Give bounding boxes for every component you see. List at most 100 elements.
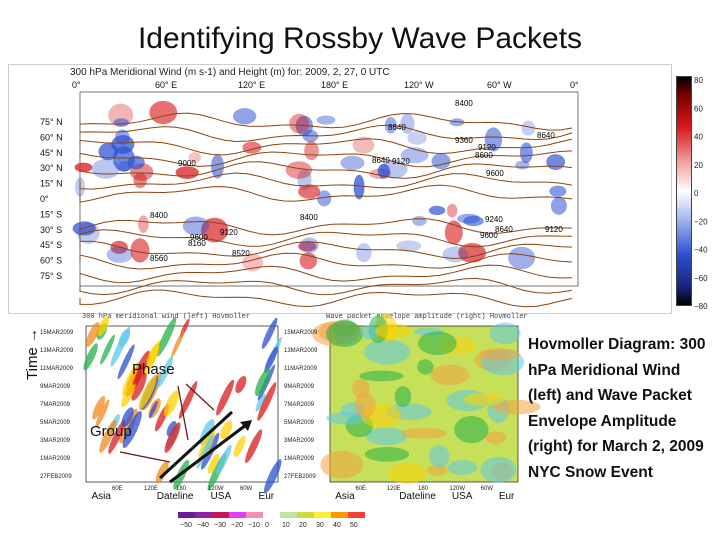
group-speed-line <box>169 420 251 484</box>
wind-hovmoller: 300 hPa meridional wind (left) Hovmoller… <box>40 313 282 502</box>
negative-wind-anomaly <box>316 115 336 125</box>
height-contour <box>79 218 573 236</box>
negative-wind-anomaly <box>549 185 567 197</box>
hovmoller-y-tick-label: 13MAR2009 <box>284 348 318 354</box>
contour-label: 8640 <box>495 225 513 234</box>
wind-streak <box>86 322 100 347</box>
hovmoller-y-tick-label: 13MAR2009 <box>40 348 74 354</box>
height-contour <box>79 172 573 190</box>
wind-streak <box>233 435 246 457</box>
envelope-blob <box>325 320 363 348</box>
wind-streak <box>100 334 115 365</box>
envelope-blob <box>364 447 410 462</box>
wind-streak <box>155 461 169 484</box>
map-y-tick-label: 30° N <box>40 163 63 173</box>
wind-streak <box>216 379 235 416</box>
wind-streak <box>156 317 177 357</box>
wind-streak <box>164 422 181 453</box>
hovmoller-region-label: Dateline <box>157 491 194 502</box>
contour-label: 8640 <box>372 156 390 165</box>
hovmoller-colorbar-segment <box>314 512 331 518</box>
negative-wind-anomaly <box>550 196 567 215</box>
wind-streak <box>216 444 232 476</box>
contour-label: 9600 <box>486 169 504 178</box>
description-text: Hovmoller Diagram: 300 hPa Meridional Wi… <box>528 336 706 481</box>
hovmoller-colorbar-tick: 40 <box>333 522 341 529</box>
contour-label: 8520 <box>232 249 250 258</box>
map-y-tick-label: 45° S <box>40 240 62 250</box>
negative-wind-anomaly <box>127 155 145 170</box>
wind-streak <box>166 420 177 437</box>
hovmoller-colorbar-segment <box>297 512 314 518</box>
height-contour <box>79 138 573 156</box>
envelope-blob <box>375 323 412 339</box>
envelope-blob <box>485 431 507 444</box>
negative-wind-anomaly <box>77 222 100 244</box>
hovmoller-x-tick-label: 120W <box>208 486 224 492</box>
wind-streak <box>261 317 278 349</box>
map-y-tick-label: 60° S <box>40 256 62 266</box>
height-contour <box>79 150 573 168</box>
wind-streak <box>95 399 110 428</box>
hovmoller-y-tick-label: 27FEB2009 <box>284 474 316 480</box>
envelope-blob <box>417 359 434 375</box>
phase-annotation: Phase <box>132 361 175 378</box>
wind-streak <box>163 390 179 417</box>
negative-wind-anomaly <box>396 240 422 252</box>
envelope-blob <box>463 392 505 407</box>
negative-wind-anomaly <box>428 205 446 216</box>
hovmoller-x-tick-label: 60W <box>240 486 253 492</box>
wind-streak <box>255 393 266 412</box>
hovmoller-colorbar-segment <box>263 512 280 518</box>
hovmoller-region-label: Eur <box>499 491 515 502</box>
envelope-blob <box>364 339 411 365</box>
hovmoller-x-tick-label: 60W <box>481 486 494 492</box>
hovmoller-y-tick-label: 1MAR2009 <box>40 456 71 462</box>
wind-streak <box>121 407 134 428</box>
negative-wind-anomaly <box>317 190 332 207</box>
wind-streak <box>83 343 98 371</box>
map-x-tick-label: 120° W <box>404 80 434 90</box>
contour-label: 9120 <box>478 143 496 152</box>
positive-wind-anomaly <box>130 238 150 263</box>
colorbar-tick-label: 80 <box>694 76 703 85</box>
hovmoller-colorbar-segment <box>178 512 195 518</box>
contour-label: 8560 <box>150 254 168 263</box>
envelope-blob <box>430 364 470 386</box>
hovmoller-region-label: Asia <box>335 491 355 502</box>
negative-wind-anomaly <box>377 163 391 179</box>
height-contour <box>79 161 573 179</box>
negative-wind-anomaly <box>463 215 484 227</box>
wind-streak <box>138 374 157 410</box>
contour-label: 8640 <box>537 131 555 140</box>
envelope-blob <box>365 427 408 446</box>
negative-wind-anomaly <box>484 127 503 152</box>
envelope-blob <box>478 348 520 361</box>
negative-wind-anomaly <box>456 213 481 224</box>
wind-streak <box>245 429 263 464</box>
wind-streak <box>131 372 147 401</box>
map-x-tick-label: 180° E <box>321 80 348 90</box>
hovmoller-x-tick-label: 180 <box>176 486 187 492</box>
hovmoller-y-tick-label: 9MAR2009 <box>40 384 71 390</box>
wind-streak <box>149 401 158 419</box>
phase-arrow-1 <box>177 385 189 441</box>
hovmoller-colorbar-tick: 10 <box>282 522 290 529</box>
contour-label: 9240 <box>485 215 503 224</box>
envelope-blob <box>428 445 450 468</box>
contour-label: 9360 <box>455 136 473 145</box>
hovmoller-x-tick-label: 60E <box>112 486 123 492</box>
height-contour <box>79 289 573 308</box>
wind-streak <box>235 376 247 394</box>
map-y-tick-label: 30° S <box>40 225 62 235</box>
wind-streak <box>157 356 174 388</box>
negative-wind-anomaly <box>508 246 536 270</box>
negative-wind-anomaly <box>521 120 536 136</box>
hovmoller-y-tick-label: 15MAR2009 <box>40 330 74 336</box>
positive-wind-anomaly <box>138 215 149 234</box>
contour-label: 8400 <box>300 213 318 222</box>
contour-label: 8640 <box>388 123 406 132</box>
time-axis-label: Time → <box>24 328 41 380</box>
wind-streak <box>99 419 117 453</box>
hovmoller-y-tick-label: 11MAR2009 <box>40 366 74 372</box>
